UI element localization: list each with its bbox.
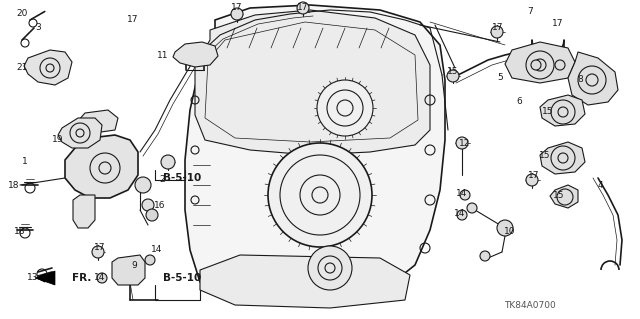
Circle shape [92, 246, 104, 258]
Circle shape [308, 246, 352, 290]
Polygon shape [65, 135, 138, 198]
Circle shape [491, 26, 503, 38]
Polygon shape [185, 5, 445, 305]
Polygon shape [112, 255, 145, 285]
Text: 3: 3 [35, 24, 41, 33]
Text: 15: 15 [553, 190, 564, 199]
Circle shape [142, 199, 154, 211]
Polygon shape [77, 110, 118, 135]
Text: 15: 15 [447, 68, 459, 77]
Text: 4: 4 [597, 181, 603, 189]
Text: 14: 14 [94, 272, 106, 281]
Text: 17: 17 [552, 19, 564, 28]
Text: 9: 9 [131, 261, 137, 270]
Text: 5: 5 [497, 73, 503, 83]
Circle shape [146, 209, 158, 221]
Circle shape [268, 143, 372, 247]
Text: 18: 18 [8, 182, 20, 190]
Text: 15: 15 [542, 108, 554, 116]
Circle shape [456, 137, 468, 149]
Circle shape [526, 174, 538, 186]
Text: 17: 17 [94, 243, 106, 253]
Circle shape [460, 190, 470, 200]
Text: 2: 2 [159, 175, 165, 184]
Text: 11: 11 [157, 50, 169, 60]
Text: 20: 20 [16, 10, 28, 19]
Text: 14: 14 [456, 189, 468, 198]
Circle shape [317, 80, 373, 136]
Text: B-5-10: B-5-10 [163, 173, 201, 183]
Polygon shape [173, 42, 218, 67]
Polygon shape [550, 185, 578, 208]
Circle shape [555, 60, 565, 70]
Text: 10: 10 [504, 227, 516, 236]
Text: 17: 17 [231, 4, 243, 12]
Text: 12: 12 [460, 138, 470, 147]
Polygon shape [35, 271, 55, 285]
Text: 17: 17 [127, 16, 139, 25]
Text: 16: 16 [154, 201, 166, 210]
Circle shape [497, 220, 513, 236]
Polygon shape [24, 50, 72, 85]
Text: 15: 15 [540, 151, 551, 160]
Polygon shape [58, 118, 102, 148]
Polygon shape [540, 142, 585, 174]
Text: 13: 13 [28, 272, 39, 281]
Text: 21: 21 [16, 63, 28, 72]
Text: 18: 18 [14, 226, 26, 235]
Text: 6: 6 [516, 98, 522, 107]
Text: 19: 19 [52, 136, 64, 145]
Text: 17: 17 [297, 4, 308, 12]
Circle shape [135, 177, 151, 193]
Circle shape [231, 8, 243, 20]
Circle shape [467, 203, 477, 213]
Polygon shape [505, 42, 575, 83]
Circle shape [457, 210, 467, 220]
Polygon shape [568, 52, 618, 105]
Polygon shape [540, 95, 585, 126]
Text: 17: 17 [492, 24, 504, 33]
Circle shape [297, 2, 309, 14]
Circle shape [97, 273, 107, 283]
Text: B-5-10: B-5-10 [163, 273, 201, 283]
Circle shape [161, 155, 175, 169]
Text: 1: 1 [22, 157, 28, 166]
Polygon shape [73, 195, 95, 228]
Text: 8: 8 [577, 76, 583, 85]
Text: 14: 14 [454, 209, 466, 218]
Text: 17: 17 [528, 172, 540, 181]
Text: 7: 7 [527, 8, 533, 17]
Text: FR.: FR. [72, 273, 92, 283]
Text: 14: 14 [151, 246, 163, 255]
Text: TK84A0700: TK84A0700 [504, 301, 556, 310]
Circle shape [145, 255, 155, 265]
Circle shape [531, 60, 541, 70]
Polygon shape [195, 10, 430, 155]
Circle shape [447, 70, 459, 82]
Polygon shape [200, 255, 410, 308]
Circle shape [480, 251, 490, 261]
